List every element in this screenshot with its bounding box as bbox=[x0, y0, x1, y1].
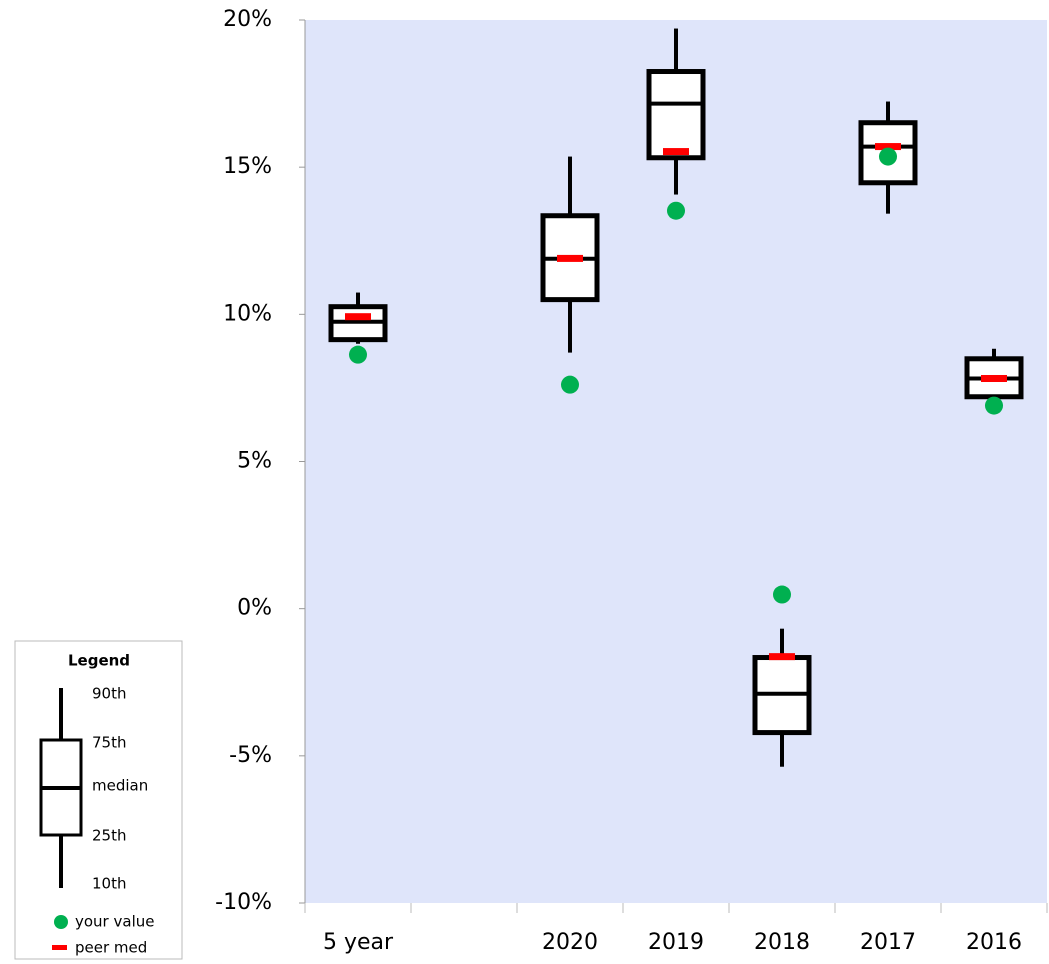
legend-box-label: 90th bbox=[92, 685, 126, 703]
your-value bbox=[879, 147, 897, 166]
legend-box-label: 25th bbox=[92, 827, 126, 845]
legend-label: your value bbox=[75, 913, 154, 931]
y-tick-label: -10% bbox=[215, 890, 272, 915]
y-tick-label: 10% bbox=[223, 301, 272, 326]
y-tick-label: 5% bbox=[237, 449, 272, 474]
legend-box-label: 10th bbox=[92, 875, 126, 893]
x-tick-label: 2017 bbox=[860, 930, 916, 955]
peer-median bbox=[345, 313, 371, 321]
legend-box-label: median bbox=[92, 777, 148, 795]
legend-title: Legend bbox=[68, 652, 130, 670]
peer-median bbox=[557, 254, 583, 262]
x-tick-label: 5 year bbox=[323, 930, 394, 955]
legend-label: peer med bbox=[75, 939, 147, 957]
x-tick-label: 2018 bbox=[754, 930, 810, 955]
peer-median bbox=[663, 148, 689, 156]
y-tick-label: 20% bbox=[223, 7, 272, 32]
legend-your-value bbox=[54, 915, 68, 929]
y-tick-label: -5% bbox=[229, 743, 272, 768]
peer-median bbox=[981, 374, 1007, 382]
x-tick-label: 2019 bbox=[648, 930, 704, 955]
your-value bbox=[667, 201, 685, 220]
your-value bbox=[985, 396, 1003, 415]
peer-median bbox=[875, 143, 901, 151]
your-value bbox=[561, 375, 579, 394]
x-tick-label: 2016 bbox=[966, 930, 1022, 955]
legend-peer-med bbox=[52, 945, 67, 950]
y-tick-label: 0% bbox=[237, 596, 272, 621]
y-tick-label: 15% bbox=[223, 154, 272, 179]
your-value bbox=[349, 345, 367, 364]
your-value bbox=[773, 585, 791, 604]
peer-median bbox=[769, 653, 795, 661]
legend-box-label: 75th bbox=[92, 734, 126, 752]
box bbox=[646, 69, 706, 161]
x-tick-label: 2020 bbox=[542, 930, 598, 955]
